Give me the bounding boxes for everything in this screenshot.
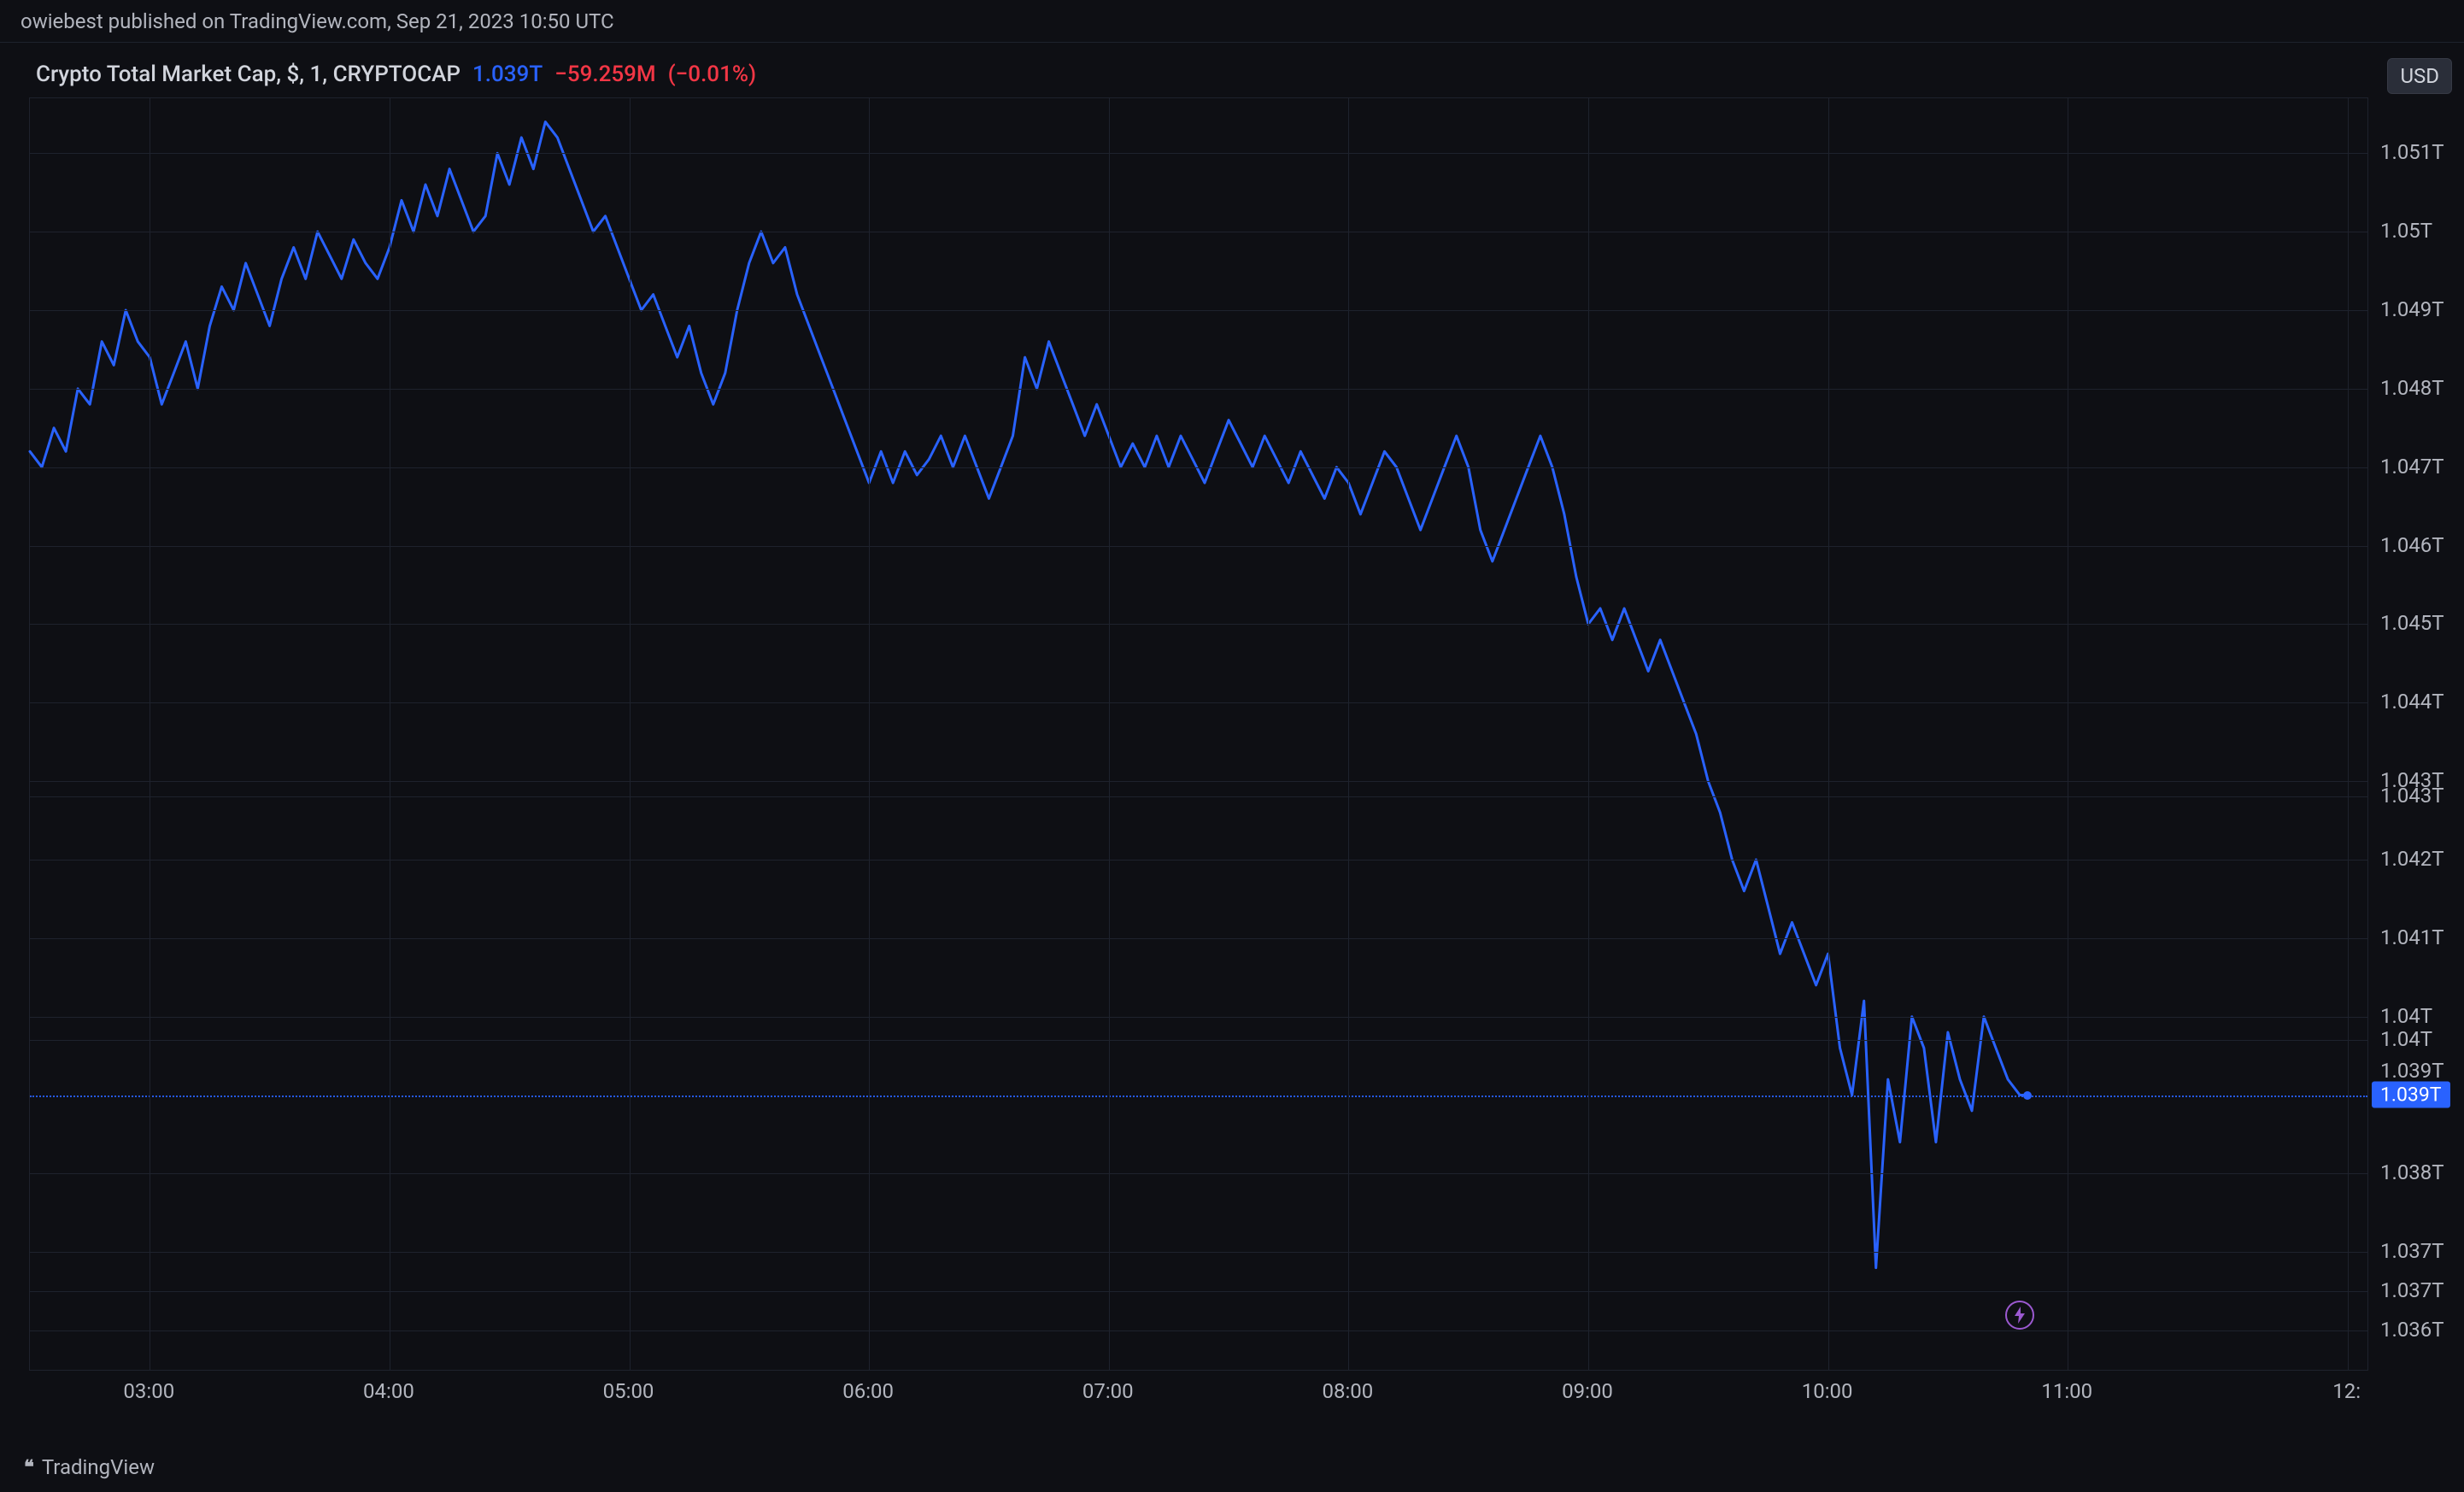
footer-brand: TradingView <box>42 1455 155 1479</box>
y-tick-label: 1.042T <box>2380 847 2444 871</box>
chart-area[interactable]: Crypto Total Market Cap, $, 1, CRYPTOCAP… <box>0 43 2464 1442</box>
y-tick-label: 1.037T <box>2380 1239 2444 1263</box>
gridline-horizontal <box>30 1173 2367 1174</box>
gridline-vertical <box>2348 98 2349 1370</box>
legend-change-abs: −59.259M <box>554 62 655 87</box>
gridline-horizontal <box>30 860 2367 861</box>
gridline-vertical <box>1828 98 1829 1370</box>
publish-info-bar: owiebest published on TradingView.com, S… <box>0 0 2464 43</box>
gridline-horizontal <box>30 1252 2367 1253</box>
gridline-vertical <box>869 98 870 1370</box>
gridline-horizontal <box>30 467 2367 468</box>
last-price-dot <box>2023 1091 2032 1100</box>
y-tick-label: 1.04T <box>2380 1004 2432 1028</box>
legend-title: Crypto Total Market Cap, $, 1, CRYPTOCAP <box>36 62 461 87</box>
y-axis[interactable]: 1.051T 1.05T 1.049T 1.048T 1.047T 1.046T 1.045… <box>2370 97 2464 1371</box>
gridline-horizontal <box>30 1330 2367 1331</box>
gridline-horizontal <box>30 938 2367 939</box>
y-tick-label: 1.05T <box>2380 219 2432 243</box>
y-tick-label: 1.036T <box>2380 1318 2444 1342</box>
x-tick-label: 12: <box>2332 1379 2361 1403</box>
y-tick-label: 1.045T <box>2380 611 2444 635</box>
y-tick-label: 1.04T <box>2380 1027 2432 1051</box>
gridline-horizontal <box>30 781 2367 782</box>
last-price-line <box>30 1096 2367 1097</box>
chart-plot[interactable] <box>29 97 2368 1371</box>
x-tick-label: 04:00 <box>363 1379 414 1403</box>
y-tick-label: 1.043T <box>2380 784 2444 808</box>
gridline-horizontal <box>30 310 2367 311</box>
y-tick-label: 1.039T <box>2380 1059 2444 1083</box>
lightning-icon[interactable] <box>2005 1301 2034 1330</box>
currency-badge[interactable]: USD <box>2387 58 2452 94</box>
tradingview-chart-screenshot: owiebest published on TradingView.com, S… <box>0 0 2464 1492</box>
gridline-horizontal <box>30 796 2367 797</box>
y-tick-label: 1.037T <box>2380 1278 2444 1302</box>
gridline-vertical <box>1348 98 1349 1370</box>
y-tick-label: 1.038T <box>2380 1160 2444 1184</box>
x-tick-label: 10:00 <box>1802 1379 1853 1403</box>
gridline-horizontal <box>30 153 2367 154</box>
y-tick-label: 1.048T <box>2380 376 2444 400</box>
x-tick-label: 03:00 <box>123 1379 174 1403</box>
x-tick-label: 08:00 <box>1322 1379 1373 1403</box>
y-tick-label: 1.044T <box>2380 690 2444 714</box>
publish-info-text: owiebest published on TradingView.com, S… <box>21 9 614 33</box>
gridline-horizontal <box>30 702 2367 703</box>
x-tick-label: 06:00 <box>842 1379 894 1403</box>
gridline-horizontal <box>30 1040 2367 1041</box>
y-tick-label: 1.047T <box>2380 455 2444 479</box>
y-tick-label: 1.051T <box>2380 140 2444 164</box>
gridline-horizontal <box>30 624 2367 625</box>
x-tick-label: 09:00 <box>1562 1379 1613 1403</box>
x-tick-label: 07:00 <box>1082 1379 1134 1403</box>
price-line <box>30 98 2367 1370</box>
x-tick-label: 05:00 <box>603 1379 654 1403</box>
x-tick-label: 11:00 <box>2041 1379 2092 1403</box>
y-tick-label: 1.041T <box>2380 925 2444 949</box>
gridline-horizontal <box>30 389 2367 390</box>
last-price-badge: 1.039T <box>2372 1081 2450 1107</box>
gridline-vertical <box>1109 98 1110 1370</box>
y-tick-label: 1.049T <box>2380 297 2444 321</box>
x-axis[interactable]: 03:00 04:00 05:00 06:00 07:00 08:00 09:00 10:00… <box>29 1374 2368 1408</box>
gridline-horizontal <box>30 1291 2367 1292</box>
gridline-horizontal <box>30 1017 2367 1018</box>
chart-legend: Crypto Total Market Cap, $, 1, CRYPTOCAP… <box>36 62 756 87</box>
gridline-vertical <box>630 98 631 1370</box>
gridline-horizontal <box>30 546 2367 547</box>
footer: ❝ TradingView <box>0 1442 2464 1492</box>
y-tick-label: 1.046T <box>2380 533 2444 557</box>
tradingview-logo-icon: ❝ <box>24 1457 33 1478</box>
legend-change-pct: (−0.01%) <box>668 62 756 87</box>
legend-last-value: 1.039T <box>472 62 543 87</box>
gridline-vertical <box>1588 98 1589 1370</box>
